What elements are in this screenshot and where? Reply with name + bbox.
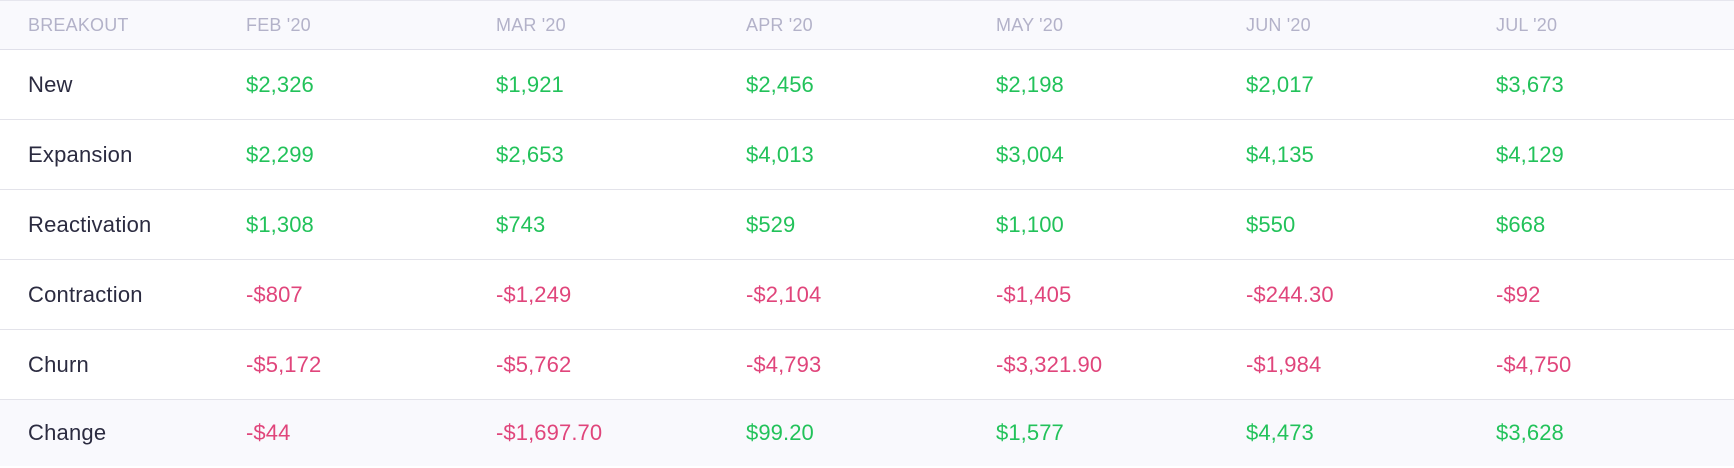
- cell-value: $3,673: [1496, 71, 1564, 97]
- header-row: BREAKOUT FEB '20 MAR '20 APR '20 MAY '20…: [0, 0, 1734, 50]
- table-row-reactivation: Reactivation $1,308 $743 $529 $1,100 $55…: [0, 190, 1734, 260]
- cell-value: $3,004: [996, 141, 1064, 167]
- header-mar-20[interactable]: MAR '20: [496, 0, 746, 50]
- cell-value: $1,100: [996, 211, 1064, 237]
- cell-value: -$1,984: [1246, 351, 1322, 377]
- row-label: Churn: [28, 351, 89, 377]
- header-apr-20[interactable]: APR '20: [746, 0, 996, 50]
- cell-value: -$2,104: [746, 281, 822, 307]
- row-label: Reactivation: [28, 211, 152, 237]
- row-label: Contraction: [28, 281, 143, 307]
- header-jul-20[interactable]: JUL '20: [1496, 0, 1734, 50]
- cell-value: -$5,762: [496, 351, 572, 377]
- cell-value: $2,456: [746, 71, 814, 97]
- cell-value: -$4,793: [746, 351, 822, 377]
- cell-value: -$1,249: [496, 281, 572, 307]
- table-row-new: New $2,326 $1,921 $2,456 $2,198 $2,017 $…: [0, 50, 1734, 120]
- cell-value: $2,198: [996, 71, 1064, 97]
- cell-value: $2,326: [246, 71, 314, 97]
- cell-value: $668: [1496, 211, 1546, 237]
- header-may-20[interactable]: MAY '20: [996, 0, 1246, 50]
- cell-value: $4,135: [1246, 141, 1314, 167]
- table-body: New $2,326 $1,921 $2,456 $2,198 $2,017 $…: [0, 50, 1734, 466]
- header-jun-20[interactable]: JUN '20: [1246, 0, 1496, 50]
- cell-value: $2,299: [246, 141, 314, 167]
- cell-value: -$44: [246, 419, 291, 445]
- cell-value: $529: [746, 211, 796, 237]
- cell-value: $4,013: [746, 141, 814, 167]
- cell-value: -$3,321.90: [996, 351, 1103, 377]
- row-label: Change: [28, 419, 107, 445]
- table-row-change: Change -$44 -$1,697.70 $99.20 $1,577 $4,…: [0, 399, 1734, 466]
- table-header: BREAKOUT FEB '20 MAR '20 APR '20 MAY '20…: [0, 0, 1734, 50]
- cell-value: $1,921: [496, 71, 564, 97]
- row-label: New: [28, 71, 73, 97]
- cell-value: -$1,405: [996, 281, 1072, 307]
- table-row-churn: Churn -$5,172 -$5,762 -$4,793 -$3,321.90…: [0, 330, 1734, 400]
- cell-value: $4,473: [1246, 419, 1314, 445]
- cell-value: $4,129: [1496, 141, 1564, 167]
- row-label: Expansion: [28, 141, 133, 167]
- cell-value: $2,017: [1246, 71, 1314, 97]
- table-row-expansion: Expansion $2,299 $2,653 $4,013 $3,004 $4…: [0, 120, 1734, 190]
- cell-value: $550: [1246, 211, 1296, 237]
- cell-value: -$244.30: [1246, 281, 1334, 307]
- header-breakout[interactable]: BREAKOUT: [0, 0, 246, 50]
- cell-value: -$5,172: [246, 351, 322, 377]
- cell-value: $3,628: [1496, 419, 1564, 445]
- cell-value: $1,577: [996, 419, 1064, 445]
- cell-value: -$92: [1496, 281, 1541, 307]
- cell-value: -$807: [246, 281, 303, 307]
- cell-value: $1,308: [246, 211, 314, 237]
- cell-value: $743: [496, 211, 546, 237]
- header-feb-20[interactable]: FEB '20: [246, 0, 496, 50]
- cell-value: $2,653: [496, 141, 564, 167]
- table-row-contraction: Contraction -$807 -$1,249 -$2,104 -$1,40…: [0, 260, 1734, 330]
- cell-value: -$4,750: [1496, 351, 1572, 377]
- cell-value: $99.20: [746, 419, 814, 445]
- cell-value: -$1,697.70: [496, 419, 603, 445]
